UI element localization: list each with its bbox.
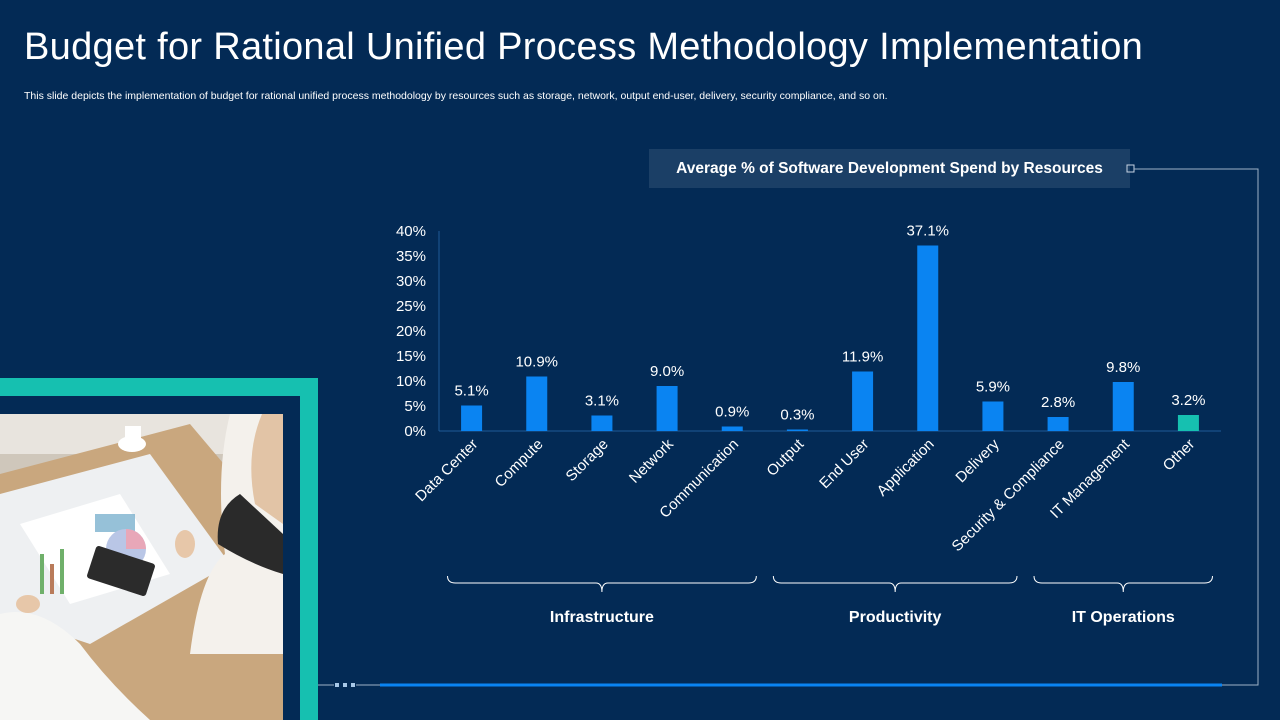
x-tick-label: Application [874, 436, 938, 500]
bar-it-management [1112, 382, 1134, 431]
dot-1 [335, 683, 339, 687]
group-label: IT Operations [1072, 609, 1175, 626]
bar-other [1177, 415, 1199, 431]
bar-output [786, 429, 808, 431]
data-label: 10.9% [515, 354, 558, 371]
photo-illustration [0, 414, 283, 720]
x-tick-label: Delivery [952, 435, 1003, 486]
x-tick-label: Other [1160, 436, 1199, 475]
bar-communication [721, 426, 743, 431]
x-tick-label: End User [816, 436, 872, 492]
group-bracket [1033, 575, 1213, 593]
y-tick-label: 10% [396, 373, 426, 390]
data-label: 3.1% [585, 393, 619, 410]
y-tick-label: 20% [396, 323, 426, 340]
connector-node [1126, 164, 1135, 173]
y-tick-label: 35% [396, 248, 426, 265]
group-bracket [772, 575, 1018, 593]
y-tick-label: 40% [396, 223, 426, 240]
group-label: Productivity [849, 609, 942, 626]
data-label: 0.3% [780, 407, 814, 424]
y-tick-label: 5% [404, 398, 426, 415]
data-label: 2.8% [1041, 394, 1075, 411]
bar-storage [591, 415, 613, 431]
bar-compute [526, 376, 548, 431]
y-tick-label: 25% [396, 298, 426, 315]
y-tick-label: 0% [404, 423, 426, 440]
x-tick-label: Network [626, 435, 677, 486]
bar-network [656, 386, 678, 431]
data-label: 9.8% [1106, 359, 1140, 376]
office-meeting-photo [0, 414, 283, 720]
frame-line-right [1134, 168, 1259, 686]
x-tick-label: Data Center [412, 436, 481, 505]
bar-security-compliance [1047, 417, 1069, 431]
data-label: 5.1% [454, 383, 488, 400]
group-bracket [447, 575, 757, 593]
data-label: 3.2% [1171, 392, 1205, 409]
group-label: Infrastructure [550, 609, 654, 626]
bar-delivery [982, 401, 1004, 431]
chart-title-box: Average % of Software Development Spend … [649, 149, 1130, 188]
dot-3 [351, 683, 355, 687]
data-label: 11.9% [842, 349, 883, 366]
x-tick-label: Output [763, 435, 807, 479]
x-tick-label: Security & Compliance [949, 436, 1068, 555]
data-label: 37.1% [906, 223, 949, 240]
data-label: 0.9% [715, 404, 749, 421]
y-tick-label: 15% [396, 348, 426, 365]
bar-data-center [461, 405, 483, 431]
x-tick-label: Storage [563, 436, 612, 485]
chart-title: Average % of Software Development Spend … [676, 159, 1103, 177]
x-tick-label: Compute [492, 436, 547, 491]
bar-end-user [852, 371, 874, 431]
page-title: Budget for Rational Unified Process Meth… [24, 26, 1144, 68]
bar-application [917, 245, 939, 431]
data-label: 9.0% [650, 363, 684, 380]
dot-2 [343, 683, 347, 687]
page-subtitle: This slide depicts the implementation of… [24, 90, 888, 102]
y-tick-label: 30% [396, 273, 426, 290]
data-label: 5.9% [976, 379, 1010, 396]
